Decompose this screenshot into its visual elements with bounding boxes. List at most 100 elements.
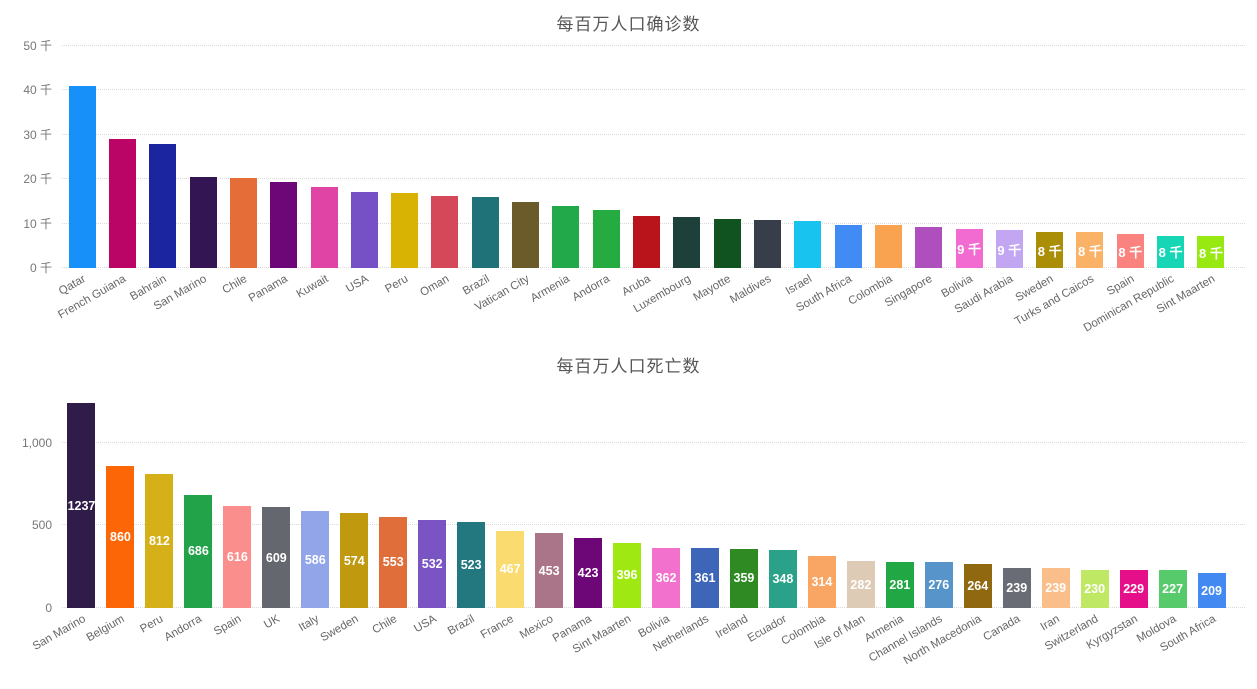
- gridline: [62, 524, 1245, 526]
- gridline: [62, 45, 1245, 46]
- bar-slot-south-africa: 209 South Africa: [1158, 393, 1231, 654]
- bar-andorra[interactable]: 686: [184, 494, 213, 608]
- bar-dominican-republic[interactable]: 8 千: [1157, 235, 1185, 268]
- bar-oman[interactable]: [431, 196, 459, 268]
- bar-slot-armenia: Armenia: [529, 46, 586, 305]
- bar-uk[interactable]: 609: [262, 507, 291, 608]
- x-label-usa: USA: [343, 273, 371, 296]
- bar-slot-switzerland: 230 Switzerland: [1043, 393, 1114, 653]
- gridline: [62, 441, 1245, 443]
- bar-iran[interactable]: 239: [1041, 568, 1070, 608]
- bar-bolivia[interactable]: 362: [652, 548, 681, 608]
- bar-canada[interactable]: 239: [1002, 568, 1031, 608]
- x-label-spain: Spain: [211, 613, 244, 639]
- bar-sweden[interactable]: 574: [340, 513, 369, 608]
- bar-peru[interactable]: [391, 193, 419, 268]
- bar-chile[interactable]: 553: [379, 516, 408, 608]
- bar-sweden[interactable]: 8 千: [1036, 232, 1064, 268]
- bar-chile[interactable]: [229, 177, 257, 268]
- gridline: [62, 178, 1245, 180]
- bar-value-label: 812: [148, 533, 170, 548]
- bar-slot-chile: 553 Chile: [371, 393, 413, 637]
- bar-san-marino[interactable]: 1237: [67, 403, 96, 608]
- bar-value-label: 276: [928, 578, 950, 593]
- bar-israel[interactable]: [794, 221, 822, 268]
- bar-channel-islands[interactable]: 276: [924, 562, 953, 608]
- bar-colombia[interactable]: [874, 225, 902, 268]
- bar-sint-maarten[interactable]: 396: [613, 542, 642, 608]
- bar-luxembourg[interactable]: [673, 216, 701, 268]
- bar-value-label: 423: [577, 566, 599, 581]
- bar-value-label: 574: [343, 553, 365, 568]
- bar-isle-of-man[interactable]: 282: [846, 561, 875, 608]
- bar-turks-and-caicos[interactable]: 8 千: [1076, 232, 1104, 268]
- bar-value-label: 860: [110, 529, 131, 544]
- bar-value-label: 453: [538, 563, 560, 578]
- bar-bolivia[interactable]: 9 千: [955, 229, 983, 268]
- bar-maldives[interactable]: [753, 219, 781, 268]
- x-label-maldives: Maldives: [728, 273, 774, 307]
- bar-andorra[interactable]: [592, 209, 620, 268]
- bar-slot-andorra: 686 Andorra: [163, 393, 218, 644]
- bar-south-africa[interactable]: 209: [1197, 573, 1226, 608]
- bar-peru[interactable]: 812: [145, 473, 174, 608]
- bar-bahrain[interactable]: [149, 143, 177, 268]
- bar-slot-peru: Peru: [384, 46, 425, 296]
- bar-slot-sint-maarten: 396 Sint Maarten: [571, 393, 647, 656]
- bar-singapore[interactable]: [915, 227, 943, 268]
- bar-ecuador[interactable]: 348: [768, 550, 797, 608]
- bar-saudi-arabia[interactable]: 9 千: [995, 230, 1023, 268]
- bar-south-africa[interactable]: [834, 224, 862, 268]
- bar-armenia[interactable]: 281: [885, 561, 914, 608]
- x-label-sweden: Sweden: [318, 613, 361, 645]
- bar-usa[interactable]: [350, 192, 378, 268]
- x-label-israel: Israel: [783, 273, 814, 298]
- bar-usa[interactable]: 532: [418, 520, 447, 608]
- x-label-ireland: Ireland: [713, 613, 750, 641]
- bars-area: Qatar French Guiana Bahrain San Marino Chile…: [57, 46, 1231, 335]
- bar-ireland[interactable]: 359: [729, 548, 758, 608]
- bar-san-marino[interactable]: [189, 176, 217, 268]
- bar-italy[interactable]: 586: [301, 511, 330, 608]
- bar-slot-sint-maarten: 8 千 Sint Maarten: [1154, 46, 1231, 316]
- bar-aruba[interactable]: [633, 215, 661, 268]
- bar-slot-vatican-city: Vatican City: [473, 46, 545, 314]
- x-label-peru: Peru: [138, 613, 166, 636]
- bar-kyrgyzstan[interactable]: 229: [1119, 570, 1148, 608]
- bar-panama[interactable]: 423: [574, 538, 603, 608]
- bar-france[interactable]: 467: [496, 530, 525, 608]
- bar-slot-brazil: Brazil: [460, 46, 505, 298]
- bar-netherlands[interactable]: 361: [690, 548, 719, 608]
- bar-slot-maldives: Maldives: [728, 46, 787, 306]
- bar-belgium[interactable]: 860: [106, 465, 135, 608]
- bar-vatican-city[interactable]: [512, 201, 540, 268]
- bar-slot-turks-and-caicos: 8 千 Turks and Caicos: [1013, 46, 1110, 328]
- bar-moldova[interactable]: 227: [1158, 570, 1187, 608]
- bar-french-guiana[interactable]: [108, 139, 136, 268]
- bar-mexico[interactable]: 453: [535, 533, 564, 608]
- bar-value-label: 8 千: [1037, 243, 1062, 259]
- bar-slot-sweden: 8 千 Sweden: [1014, 46, 1070, 304]
- bar-panama[interactable]: [270, 182, 298, 268]
- bar-kuwait[interactable]: [310, 187, 338, 268]
- bar-value-label: 361: [694, 571, 716, 586]
- bar-armenia[interactable]: [552, 205, 580, 268]
- bar-sint-maarten[interactable]: 8 千: [1197, 236, 1225, 268]
- bar-brazil[interactable]: [471, 196, 499, 268]
- y-tick-label: 50 千: [23, 39, 52, 53]
- bar-value-label: 264: [967, 579, 989, 594]
- bar-north-macedonia[interactable]: 264: [963, 564, 992, 608]
- bar-spain[interactable]: 8 千: [1116, 234, 1144, 268]
- bar-colombia[interactable]: 314: [807, 556, 836, 608]
- bar-value-label: 9 千: [997, 242, 1022, 258]
- bar-qatar[interactable]: [68, 85, 96, 268]
- bar-slot-usa: 532 USA: [412, 393, 452, 635]
- bar-brazil[interactable]: 523: [457, 521, 486, 608]
- bar-value-label: 523: [460, 557, 482, 572]
- bar-mayotte[interactable]: [713, 218, 741, 268]
- bar-slot-north-macedonia: 264 North Macedonia: [902, 393, 997, 667]
- x-label-canada: Canada: [981, 613, 1023, 644]
- bar-slot-ireland: 359 Ireland: [713, 393, 763, 641]
- bar-spain[interactable]: 616: [223, 506, 252, 608]
- bar-switzerland[interactable]: 230: [1080, 569, 1109, 608]
